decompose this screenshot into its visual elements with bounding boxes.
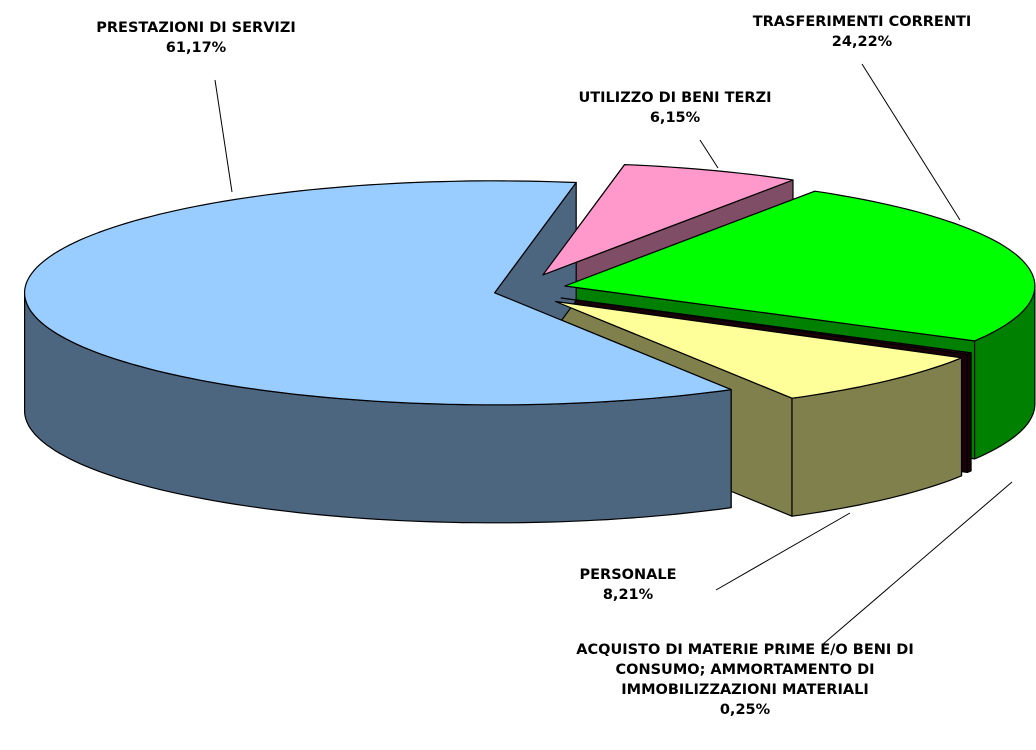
category-label: PERSONALE bbox=[579, 567, 677, 583]
slice-label: TRASFERIMENTI CORRENTI 24,22% bbox=[702, 12, 1022, 52]
value-label: 6,15% bbox=[649, 110, 701, 126]
slice-label: ACQUISTO DI MATERIE PRIME E/O BENI DI CO… bbox=[570, 640, 920, 720]
category-label: UTILIZZO DI BENI TERZI bbox=[578, 90, 772, 106]
category-label: PRESTAZIONI DI SERVIZI bbox=[96, 20, 296, 36]
slice-label: PERSONALE 8,21% bbox=[528, 565, 728, 605]
slice bbox=[542, 164, 794, 276]
slice-label: UTILIZZO DI BENI TERZI 6,15% bbox=[525, 88, 825, 128]
slice bbox=[24, 180, 732, 406]
category-label: TRASFERIMENTI CORRENTI bbox=[752, 14, 972, 30]
value-label: 0,25% bbox=[719, 702, 771, 718]
leader-line bbox=[861, 63, 961, 221]
slice-label: PRESTAZIONI DI SERVIZI 61,17% bbox=[36, 18, 356, 58]
slice bbox=[554, 300, 963, 399]
slice bbox=[564, 190, 1036, 342]
slice bbox=[560, 297, 972, 355]
leader-line bbox=[699, 139, 719, 169]
leader-line bbox=[715, 512, 851, 591]
category-label: ACQUISTO DI MATERIE PRIME E/O BENI DI CO… bbox=[576, 642, 914, 698]
value-label: 8,21% bbox=[602, 587, 654, 603]
leader-line bbox=[214, 79, 233, 193]
value-label: 24,22% bbox=[831, 34, 893, 50]
slice-wall bbox=[966, 352, 972, 473]
value-label: 61,17% bbox=[165, 40, 227, 56]
leader-line bbox=[821, 481, 1013, 646]
